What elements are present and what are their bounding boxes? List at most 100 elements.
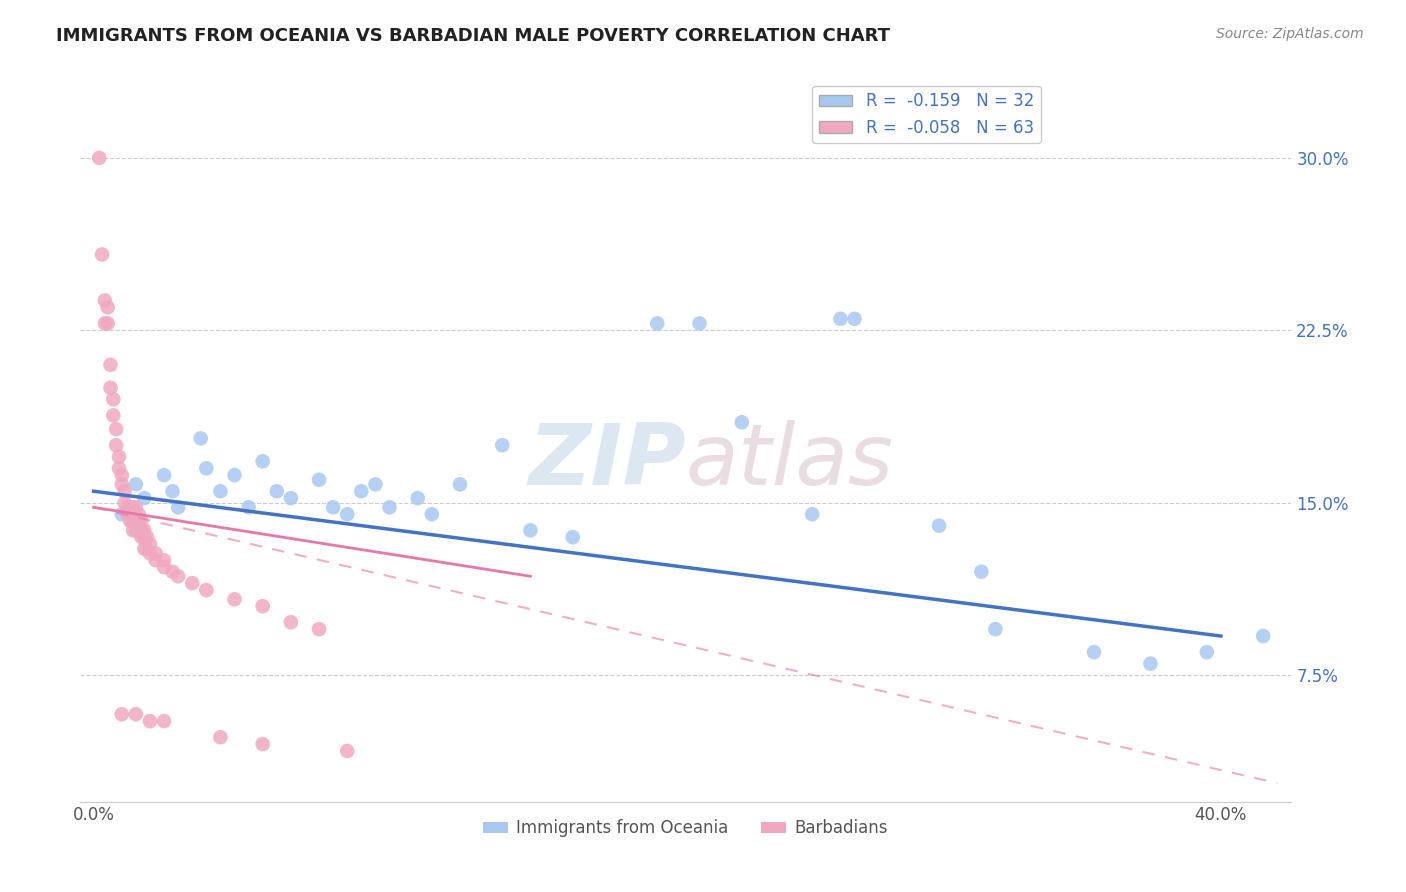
Point [128, 514, 150, 528]
Point [131, 524, 153, 538]
Point [336, 744, 359, 758]
Point [190, 431, 212, 445]
Point [100, 358, 122, 372]
Point [224, 592, 246, 607]
Point [120, 514, 142, 528]
Point [120, 500, 142, 515]
Point [844, 311, 866, 326]
Point [117, 500, 139, 515]
Point [108, 450, 131, 464]
Point [125, 514, 148, 528]
Point [139, 537, 162, 551]
Point [122, 524, 145, 538]
Point [111, 477, 134, 491]
Point [378, 500, 401, 515]
Point [167, 500, 190, 515]
Point [97, 317, 120, 331]
Point [134, 530, 156, 544]
Point [131, 514, 153, 528]
Point [105, 438, 128, 452]
Point [1251, 629, 1274, 643]
Point [145, 553, 167, 567]
Point [224, 468, 246, 483]
Point [117, 507, 139, 521]
Point [108, 461, 131, 475]
Text: IMMIGRANTS FROM OCEANIA VS BARBADIAN MALE POVERTY CORRELATION CHART: IMMIGRANTS FROM OCEANIA VS BARBADIAN MAL… [56, 27, 890, 45]
Text: Source: ZipAtlas.com: Source: ZipAtlas.com [1216, 27, 1364, 41]
Point [114, 496, 136, 510]
Point [322, 500, 344, 515]
Point [308, 473, 330, 487]
Point [103, 392, 125, 407]
Point [308, 622, 330, 636]
Point [252, 454, 274, 468]
Point [181, 576, 204, 591]
Point [280, 491, 302, 505]
Point [153, 560, 176, 574]
Point [136, 541, 159, 556]
Point [449, 477, 471, 491]
Point [128, 524, 150, 538]
Point [252, 599, 274, 614]
Point [1083, 645, 1105, 659]
Point [350, 484, 373, 499]
Point [145, 546, 167, 560]
Point [111, 507, 134, 521]
Point [134, 541, 156, 556]
Point [94, 317, 117, 331]
Point [645, 317, 668, 331]
Point [195, 461, 218, 475]
Point [491, 438, 513, 452]
Point [125, 507, 148, 521]
Point [195, 583, 218, 598]
Point [1195, 645, 1218, 659]
Point [94, 293, 117, 308]
Point [336, 507, 359, 521]
Point [209, 484, 232, 499]
Point [91, 247, 114, 261]
Point [125, 500, 148, 515]
Point [162, 484, 184, 499]
Point [111, 468, 134, 483]
Point [134, 524, 156, 538]
Point [100, 381, 122, 395]
Point [928, 518, 950, 533]
Text: atlas: atlas [685, 420, 893, 503]
Point [406, 491, 429, 505]
Point [89, 151, 111, 165]
Legend: Immigrants from Oceania, Barbadians: Immigrants from Oceania, Barbadians [475, 813, 896, 844]
Point [128, 507, 150, 521]
Point [689, 317, 711, 331]
Point [153, 714, 176, 728]
Point [1139, 657, 1161, 671]
Point [122, 507, 145, 521]
Point [238, 500, 260, 515]
Point [114, 484, 136, 499]
Point [139, 714, 162, 728]
Point [970, 565, 993, 579]
Point [731, 415, 754, 429]
Point [280, 615, 302, 630]
Point [209, 730, 232, 744]
Point [120, 507, 142, 521]
Point [139, 546, 162, 560]
Point [131, 530, 153, 544]
Point [125, 524, 148, 538]
Point [97, 301, 120, 315]
Point [162, 565, 184, 579]
Point [830, 311, 852, 326]
Point [420, 507, 443, 521]
Point [111, 707, 134, 722]
Point [136, 530, 159, 544]
Point [561, 530, 583, 544]
Point [801, 507, 824, 521]
Point [122, 500, 145, 515]
Point [153, 468, 176, 483]
Point [134, 491, 156, 505]
Point [984, 622, 1007, 636]
Point [153, 553, 176, 567]
Point [103, 409, 125, 423]
Point [252, 737, 274, 751]
Text: ZIP: ZIP [527, 420, 685, 503]
Point [364, 477, 387, 491]
